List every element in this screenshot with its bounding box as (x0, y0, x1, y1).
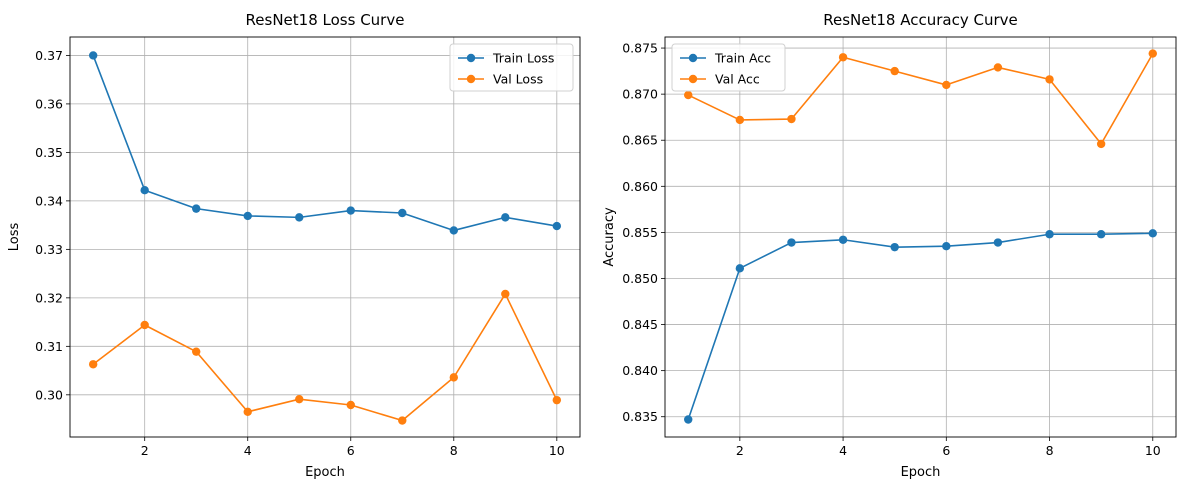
data-point (787, 238, 796, 247)
data-point (890, 242, 899, 252)
data-point (735, 264, 745, 273)
y-tick-label: 0.31 (35, 339, 63, 354)
y-tick-label: 0.30 (35, 387, 63, 402)
y-tick-label: 0.865 (622, 133, 658, 148)
x-tick-label: 2 (736, 443, 744, 458)
y-tick-label: 0.34 (35, 193, 63, 208)
data-point (243, 211, 252, 221)
y-tick-label: 0.850 (622, 271, 658, 286)
y-tick-label: 0.37 (35, 48, 63, 63)
data-point (684, 415, 693, 424)
y-tick-label: 0.36 (35, 96, 63, 111)
data-point (993, 63, 1003, 72)
data-point (140, 320, 149, 330)
y-tick-label: 0.33 (35, 242, 63, 257)
x-axis-label: Epoch (901, 465, 941, 480)
legend-swatch-marker (466, 74, 476, 84)
data-point (890, 66, 899, 76)
legend-swatch-marker (466, 53, 476, 63)
data-point (838, 235, 848, 244)
plot-frame (664, 36, 1177, 438)
data-point (243, 407, 252, 416)
y-tick-label: 0.35 (35, 145, 63, 160)
y-tick-label: 0.835 (622, 409, 658, 424)
chart-title: ResNet18 Loss Curve (246, 11, 405, 29)
series-line-train (687, 232, 1153, 420)
series-line-val (687, 53, 1154, 145)
series-line-val (92, 293, 558, 422)
data-point (192, 204, 201, 213)
data-point (398, 416, 407, 425)
data-point (552, 221, 562, 231)
data-point (838, 53, 848, 62)
data-point (449, 373, 458, 382)
legend-label: Train Acc (714, 51, 771, 66)
legend-label: Val Acc (715, 72, 760, 87)
data-point (1096, 139, 1106, 149)
x-tick-label: 6 (347, 443, 355, 458)
data-point (942, 242, 951, 251)
legend-label: Train Loss (492, 51, 554, 66)
legend: Train Loss Val Loss (449, 43, 574, 92)
y-tick-label: 0.875 (622, 41, 658, 56)
data-point (346, 400, 355, 410)
x-tick-label: 10 (1145, 443, 1161, 458)
data-point (1045, 75, 1054, 84)
y-tick-label: 0.870 (622, 87, 658, 102)
x-tick-label: 4 (244, 443, 252, 458)
x-tick-label: 10 (549, 443, 565, 458)
series-line-train (92, 55, 557, 232)
data-point (346, 206, 355, 215)
data-point (1045, 230, 1054, 239)
data-point (1148, 229, 1157, 238)
data-point (295, 394, 304, 404)
data-point (552, 395, 562, 405)
x-tick-label: 6 (942, 443, 950, 458)
data-point (88, 360, 98, 369)
data-point (501, 289, 510, 299)
data-point (140, 186, 149, 195)
data-point (501, 213, 510, 222)
legend: Train Acc Val Acc (671, 43, 786, 92)
data-point (735, 115, 745, 125)
plot-frame (69, 36, 581, 438)
data-point (449, 226, 458, 235)
data-point (684, 90, 693, 100)
y-tick-label: 0.845 (622, 317, 658, 332)
x-axis-label: Epoch (305, 465, 345, 480)
x-tick-label: 2 (141, 443, 149, 458)
legend-swatch-marker (688, 53, 698, 63)
accuracy-chart-panel: 2 4 6 8 10 0.835 0.840 0.845 0.850 0.855 0.860 0.86… (602, 11, 1177, 480)
data-point (192, 347, 201, 356)
legend-label: Val Loss (493, 72, 543, 87)
data-point (787, 114, 796, 124)
x-tick-label: 8 (1046, 443, 1054, 458)
data-point (1148, 49, 1157, 58)
y-tick-label: 0.855 (622, 225, 658, 240)
x-tick-label: 4 (839, 443, 847, 458)
y-axis-label: Accuracy (602, 207, 617, 267)
y-tick-label: 0.32 (35, 290, 63, 305)
x-tick-label: 8 (450, 443, 458, 458)
data-point (295, 213, 304, 222)
data-point (398, 208, 407, 218)
legend-swatch-marker (688, 74, 698, 84)
data-point (1096, 230, 1106, 239)
y-tick-label: 0.840 (622, 363, 658, 378)
data-point (993, 238, 1003, 247)
data-point (88, 51, 98, 60)
chart-title: ResNet18 Accuracy Curve (823, 11, 1017, 29)
y-axis-label: Loss (7, 223, 22, 252)
data-point (942, 80, 951, 90)
loss-chart-panel: 2 4 6 8 10 0.30 0.31 0.32 0.33 0.34 0.35 0.36 0.37 Re… (7, 11, 581, 480)
y-tick-label: 0.860 (622, 179, 658, 194)
